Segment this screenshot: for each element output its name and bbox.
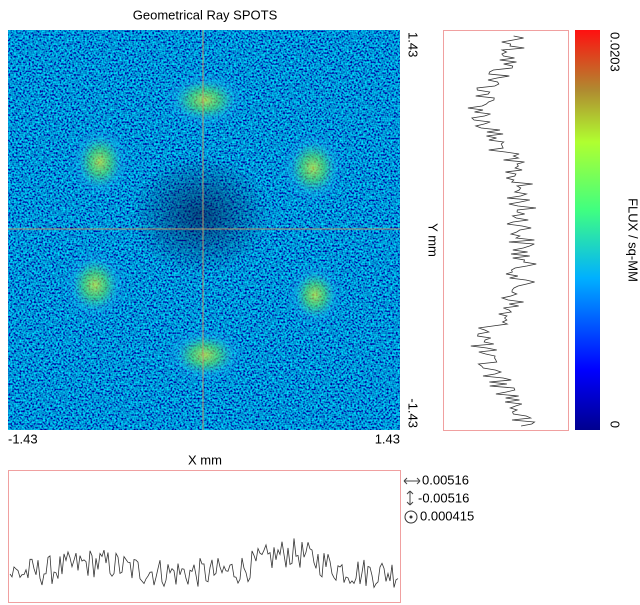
x-profile [9, 538, 399, 589]
colorbar [575, 30, 600, 430]
y-min-label: -1.43 [406, 398, 421, 428]
x-axis-label: X mm [188, 452, 222, 467]
spot-map [8, 30, 400, 430]
rms-radius: 0.000415 [420, 508, 474, 523]
y-max-label: 1.43 [406, 32, 421, 57]
x-centroid-icon [403, 477, 421, 485]
y-profile [467, 35, 537, 427]
y-axis-label: Y mm [426, 223, 441, 257]
y-profile-box [443, 30, 569, 431]
x-max-label: 1.43 [375, 431, 400, 446]
rms-icon [409, 515, 413, 519]
map-noise [8, 30, 400, 430]
stats: 0.00516 -0.00516 0.000415 [403, 472, 474, 524]
colorbar-max: 0.0203 [608, 32, 623, 72]
x-centroid: 0.00516 [422, 472, 469, 487]
y-centroid-icon [406, 490, 414, 506]
rms-icon [404, 510, 418, 524]
chart-title: Geometrical Ray SPOTS [133, 7, 278, 22]
colorbar-label: FLUX / sq-MM [626, 198, 640, 282]
x-min-label: -1.43 [8, 431, 38, 446]
y-centroid: -0.00516 [418, 490, 469, 505]
colorbar-min: 0 [608, 421, 623, 428]
x-profile-box [8, 470, 401, 603]
